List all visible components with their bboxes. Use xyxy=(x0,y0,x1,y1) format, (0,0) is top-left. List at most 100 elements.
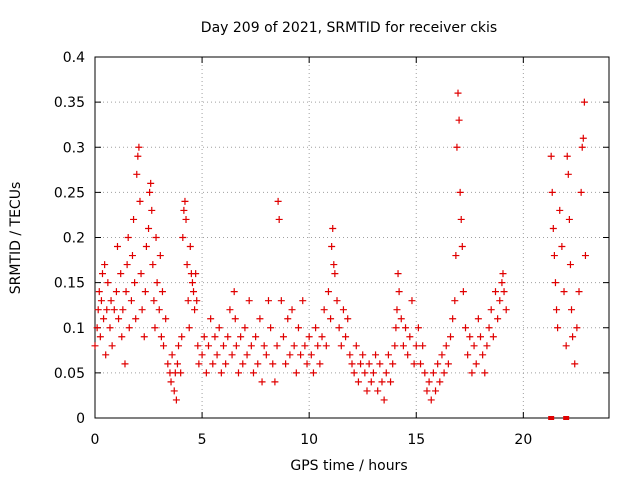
data-point xyxy=(500,288,508,296)
data-point xyxy=(256,315,264,323)
data-point xyxy=(359,351,367,359)
data-point xyxy=(432,387,440,395)
data-point xyxy=(387,378,395,386)
data-point xyxy=(454,89,462,97)
data-point xyxy=(107,297,115,305)
data-point xyxy=(470,342,478,350)
data-point xyxy=(170,387,178,395)
data-point xyxy=(391,342,399,350)
data-point xyxy=(474,315,482,323)
data-point xyxy=(307,351,315,359)
data-point xyxy=(569,333,577,341)
data-point xyxy=(118,333,126,341)
data-point xyxy=(564,170,572,178)
data-point xyxy=(458,243,466,251)
data-point xyxy=(394,270,402,278)
data-point xyxy=(222,360,230,368)
data-point xyxy=(397,315,405,323)
data-point xyxy=(224,333,232,341)
data-point xyxy=(262,351,270,359)
data-point xyxy=(297,351,305,359)
data-point xyxy=(350,369,358,377)
data-point xyxy=(566,261,574,269)
data-point xyxy=(449,315,457,323)
data-point xyxy=(324,288,332,296)
data-point xyxy=(269,360,277,368)
data-point xyxy=(97,297,105,305)
x-tick-label: 10 xyxy=(300,432,318,448)
data-point xyxy=(392,324,400,332)
data-point xyxy=(188,279,196,287)
data-point xyxy=(94,306,102,314)
data-point xyxy=(117,270,125,278)
data-point xyxy=(346,351,354,359)
data-point xyxy=(140,333,148,341)
data-point xyxy=(453,143,461,151)
data-point xyxy=(498,279,506,287)
data-point xyxy=(156,252,164,260)
data-point xyxy=(103,306,111,314)
data-point xyxy=(274,197,282,205)
y-tick-label: 0.35 xyxy=(54,95,85,111)
data-point xyxy=(580,98,588,106)
data-point xyxy=(444,360,452,368)
data-point xyxy=(363,387,371,395)
data-point xyxy=(247,342,255,350)
data-point xyxy=(556,206,564,214)
y-axis-label: SRMTID / TECUs xyxy=(8,182,24,295)
data-point xyxy=(427,396,435,404)
data-point xyxy=(190,288,198,296)
data-point xyxy=(230,288,238,296)
data-point xyxy=(447,333,455,341)
data-point xyxy=(406,333,414,341)
data-point xyxy=(382,369,390,377)
data-point xyxy=(157,333,165,341)
x-axis-label: GPS time / hours xyxy=(290,458,407,474)
x-tick-label: 5 xyxy=(198,432,207,448)
data-point xyxy=(301,342,309,350)
data-point xyxy=(172,396,180,404)
data-point xyxy=(184,297,192,305)
data-point xyxy=(183,261,191,269)
data-point xyxy=(93,324,101,332)
data-point xyxy=(148,206,156,214)
data-point xyxy=(220,342,227,350)
data-point xyxy=(456,188,464,196)
data-point xyxy=(292,369,300,377)
data-point xyxy=(294,324,302,332)
data-point xyxy=(378,378,386,386)
data-point xyxy=(499,270,507,278)
data-point xyxy=(217,369,225,377)
data-point xyxy=(462,324,470,332)
data-point xyxy=(367,378,375,386)
data-point xyxy=(479,351,487,359)
data-point xyxy=(151,324,159,332)
axis-ticks: 0 0.05 0.1 0.15 0.2 0.25 0.3 0.35 0.4 0 5 10 15 20 xyxy=(54,50,609,448)
data-point xyxy=(173,360,181,368)
data-point xyxy=(288,306,296,314)
data-point xyxy=(195,360,203,368)
data-point xyxy=(149,261,157,269)
data-point xyxy=(124,234,132,241)
data-point xyxy=(575,288,583,296)
data-point xyxy=(477,333,484,341)
data-point xyxy=(91,342,99,350)
data-point xyxy=(182,215,190,223)
data-point xyxy=(459,288,467,296)
data-point xyxy=(558,243,566,251)
data-point xyxy=(185,324,193,332)
data-point xyxy=(130,215,138,223)
data-point xyxy=(284,315,292,323)
data-point xyxy=(231,315,239,323)
data-point xyxy=(95,288,103,296)
data-point xyxy=(177,369,185,377)
data-point xyxy=(286,351,294,359)
data-point xyxy=(452,252,460,260)
data-point xyxy=(179,234,187,241)
data-point xyxy=(312,324,320,332)
data-point xyxy=(164,360,172,368)
data-point xyxy=(275,215,283,223)
data-point xyxy=(335,324,343,332)
data-point xyxy=(404,351,412,359)
data-point xyxy=(104,279,112,287)
